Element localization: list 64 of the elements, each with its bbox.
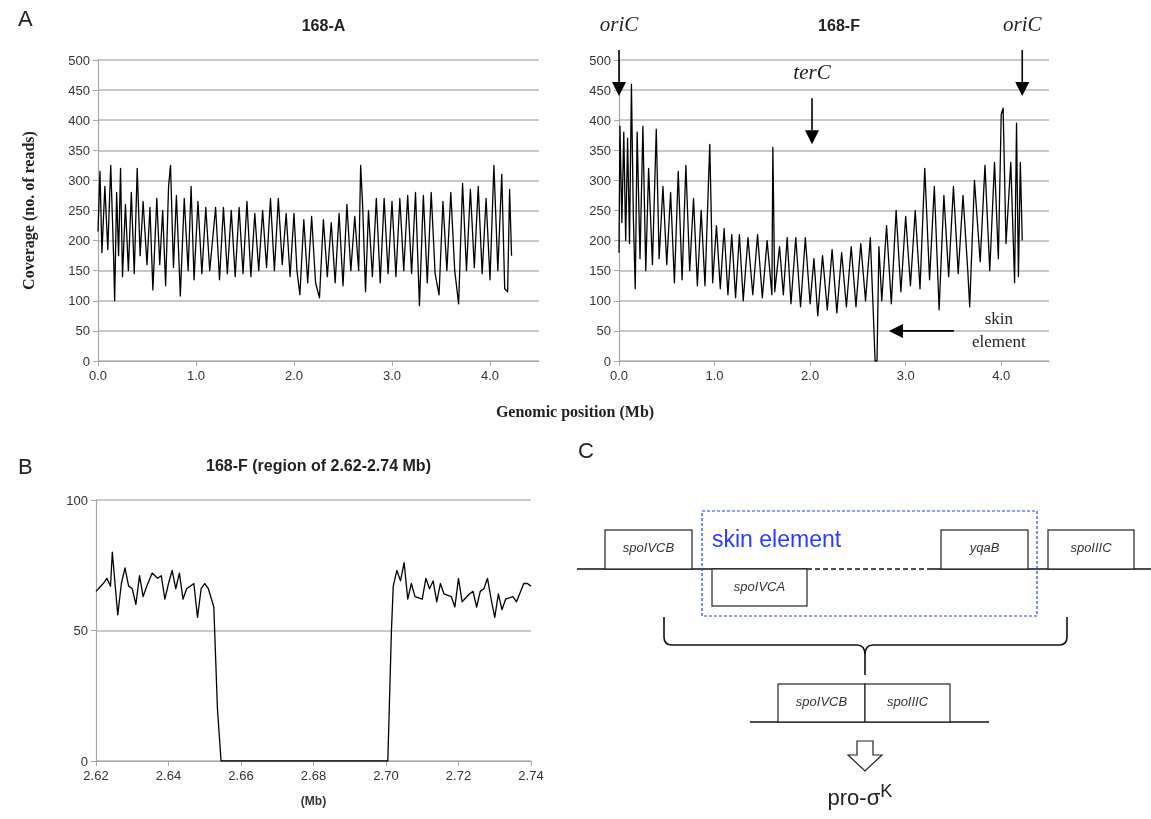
x-tick-label: 2.0 bbox=[801, 368, 820, 383]
text: yqaB bbox=[968, 540, 1001, 555]
y-tick-label: 100 bbox=[589, 293, 611, 309]
chart-title: 168-F (region of 2.62-2.74 Mb) bbox=[206, 456, 431, 474]
y-tick-label: 0 bbox=[82, 353, 90, 369]
y-tick-label: 400 bbox=[68, 112, 90, 128]
y-tick-label: 200 bbox=[68, 233, 90, 249]
x-tick-label: 2.0 bbox=[284, 368, 304, 383]
y-tick-label: 300 bbox=[589, 172, 611, 188]
y-tick-label: 50 bbox=[75, 323, 90, 339]
y-tick-label: 150 bbox=[589, 263, 611, 279]
x-tick-label: 3.0 bbox=[382, 368, 402, 383]
x-tick-label: 2.68 bbox=[300, 768, 327, 783]
text: spoIIIC bbox=[1069, 540, 1113, 555]
x-tick-label: 2.62 bbox=[83, 768, 109, 783]
y-tick-label: 400 bbox=[589, 112, 611, 128]
x-tick-label: 2.66 bbox=[228, 768, 254, 783]
annotation: terC bbox=[792, 60, 832, 86]
y-tick-label: 450 bbox=[68, 82, 90, 98]
x-tick-label: 2.74 bbox=[518, 768, 544, 783]
y-tick-label: 300 bbox=[68, 172, 90, 188]
text: B bbox=[18, 454, 33, 480]
text: spoIVCB bbox=[621, 540, 676, 555]
x-tick-label: 1.0 bbox=[186, 368, 206, 383]
x-tick-label: 0.0 bbox=[609, 368, 629, 383]
text: C bbox=[578, 438, 594, 464]
text: oriC bbox=[1001, 12, 1043, 38]
x-axis-title: Genomic position (Mb) bbox=[494, 403, 656, 421]
y-tick-label: 250 bbox=[68, 203, 90, 218]
y-tick-label: 0 bbox=[603, 353, 611, 369]
x-tick-label: 1.0 bbox=[705, 368, 724, 383]
y-tick-label: 200 bbox=[589, 233, 611, 249]
x-tick-label: 2.72 bbox=[445, 768, 472, 783]
text: A bbox=[18, 6, 33, 32]
text: spoIIIC bbox=[885, 694, 930, 709]
y-tick-label: 50 bbox=[73, 623, 88, 638]
y-tick-label: 350 bbox=[589, 142, 611, 158]
x-tick-label: 2.70 bbox=[373, 768, 399, 783]
y-tick-label: 0 bbox=[80, 753, 88, 769]
text: oriC bbox=[598, 12, 640, 38]
chart-title: 168-A bbox=[301, 16, 346, 34]
y-tick-label: 50 bbox=[596, 323, 611, 339]
y-tick-label: 500 bbox=[68, 52, 90, 68]
y-tick-label: 100 bbox=[66, 492, 88, 508]
y-tick-label: 100 bbox=[68, 293, 90, 309]
text: spoIVCA bbox=[732, 579, 787, 594]
x-tick-label: 4.0 bbox=[480, 368, 500, 383]
y-axis-title: Coverage (no. of reads) bbox=[19, 131, 38, 290]
x-axis-title: (Mb) bbox=[300, 794, 327, 808]
x-tick-label: 2.64 bbox=[155, 768, 182, 783]
x-tick-label: 4.0 bbox=[992, 368, 1011, 383]
y-tick-label: 450 bbox=[589, 82, 611, 98]
x-tick-label: 0.0 bbox=[88, 368, 108, 383]
y-tick-label: 150 bbox=[68, 263, 90, 279]
annotation: skin element bbox=[971, 307, 1027, 353]
y-tick-label: 500 bbox=[589, 52, 611, 68]
text: pro-σ$^{K}$ bbox=[826, 780, 894, 812]
text: spoIVCB bbox=[794, 694, 849, 709]
y-tick-label: 250 bbox=[589, 203, 611, 218]
text: skin element bbox=[712, 526, 842, 553]
line-series bbox=[97, 164, 513, 307]
y-tick-label: 350 bbox=[68, 142, 90, 158]
chart-title: 168-F bbox=[818, 16, 861, 34]
x-tick-label: 3.0 bbox=[896, 368, 915, 383]
